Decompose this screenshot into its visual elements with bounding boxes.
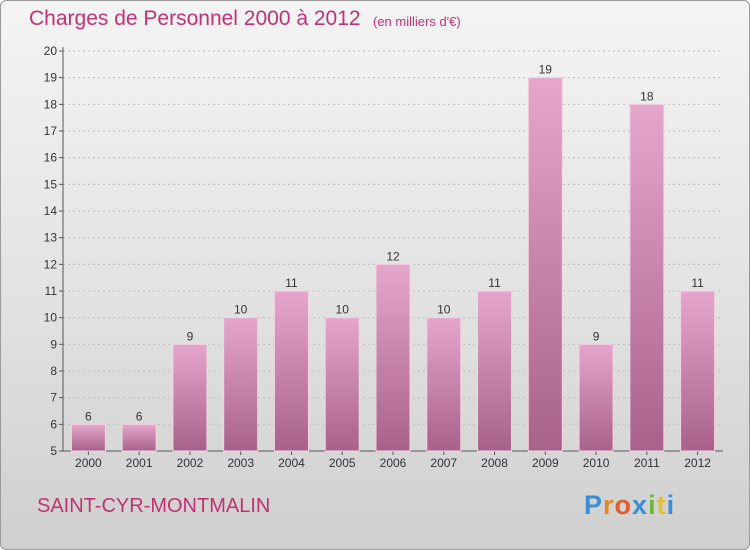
data-label: 19 [539, 63, 553, 77]
bar [273, 290, 309, 452]
x-tick-label: 2004 [278, 456, 305, 470]
chart-subtitle: (en milliers d'€) [373, 14, 461, 29]
y-tick-label: 15 [44, 177, 58, 191]
x-tick-label: 2001 [126, 456, 153, 470]
chart-title: Charges de Personnel 2000 à 2012 [29, 7, 361, 30]
x-tick-label: 2002 [177, 456, 204, 470]
y-tick-label: 19 [44, 71, 58, 85]
bar [477, 290, 513, 452]
data-label: 9 [593, 329, 600, 343]
x-tick-label: 2008 [481, 456, 508, 470]
data-label: 9 [187, 329, 194, 343]
y-tick-label: 17 [44, 124, 58, 138]
proxiti-logo: Proxiti [584, 490, 675, 521]
bar [680, 290, 716, 452]
x-tick-label: 2012 [684, 456, 711, 470]
y-tick-label: 11 [45, 284, 58, 298]
data-label: 10 [336, 303, 350, 317]
y-tick-label: 8 [50, 364, 57, 378]
data-label: 10 [437, 303, 451, 317]
x-tick-label: 2005 [329, 456, 356, 470]
x-tick-label: 2010 [583, 456, 610, 470]
data-label: 12 [386, 249, 400, 263]
data-label: 6 [85, 409, 92, 423]
bar [426, 317, 462, 452]
y-tick-label: 5 [50, 444, 57, 458]
x-tick-label: 2009 [532, 456, 559, 470]
bar [121, 423, 157, 452]
bar [223, 317, 259, 452]
data-label: 11 [285, 276, 298, 290]
bar [172, 343, 208, 452]
labels: 5 6 7 8 9 10 11 12 13 14 15 16 17 18 19 20 6 2000 6 2001 9 20… [44, 44, 712, 470]
bar [527, 77, 563, 452]
logo-letter: t [656, 490, 667, 520]
y-tick-label: 10 [44, 311, 58, 325]
x-tick-label: 2007 [430, 456, 457, 470]
y-tick-label: 14 [44, 204, 58, 218]
data-label: 18 [640, 89, 654, 103]
bar [375, 263, 411, 452]
logo-letter: r [603, 490, 615, 520]
data-label: 11 [691, 276, 704, 290]
y-tick-label: 20 [44, 44, 58, 58]
bar [70, 423, 106, 452]
logo-letter: x [632, 490, 649, 520]
x-tick-label: 2000 [75, 456, 102, 470]
data-label: 11 [488, 276, 501, 290]
bar [578, 343, 614, 452]
bar [324, 317, 360, 452]
logo-letter: i [648, 490, 657, 520]
y-tick-label: 16 [44, 151, 58, 165]
y-tick-label: 12 [44, 257, 58, 271]
data-label: 6 [136, 409, 143, 423]
logo-letter: i [666, 490, 676, 520]
logo-letter: P [584, 490, 604, 520]
y-tick-label: 6 [50, 417, 57, 431]
commune-name: SAINT-CYR-MONTMALIN [37, 495, 271, 517]
bars [70, 77, 716, 452]
x-tick-label: 2003 [227, 456, 254, 470]
x-tick-label: 2006 [380, 456, 407, 470]
logo-letter: o [614, 490, 633, 520]
bar [629, 103, 665, 452]
data-label: 10 [234, 303, 248, 317]
y-tick-label: 18 [44, 97, 58, 111]
x-tick-label: 2011 [634, 456, 660, 470]
y-tick-label: 7 [50, 391, 57, 405]
y-tick-label: 9 [50, 337, 57, 351]
y-tick-label: 13 [44, 231, 58, 245]
